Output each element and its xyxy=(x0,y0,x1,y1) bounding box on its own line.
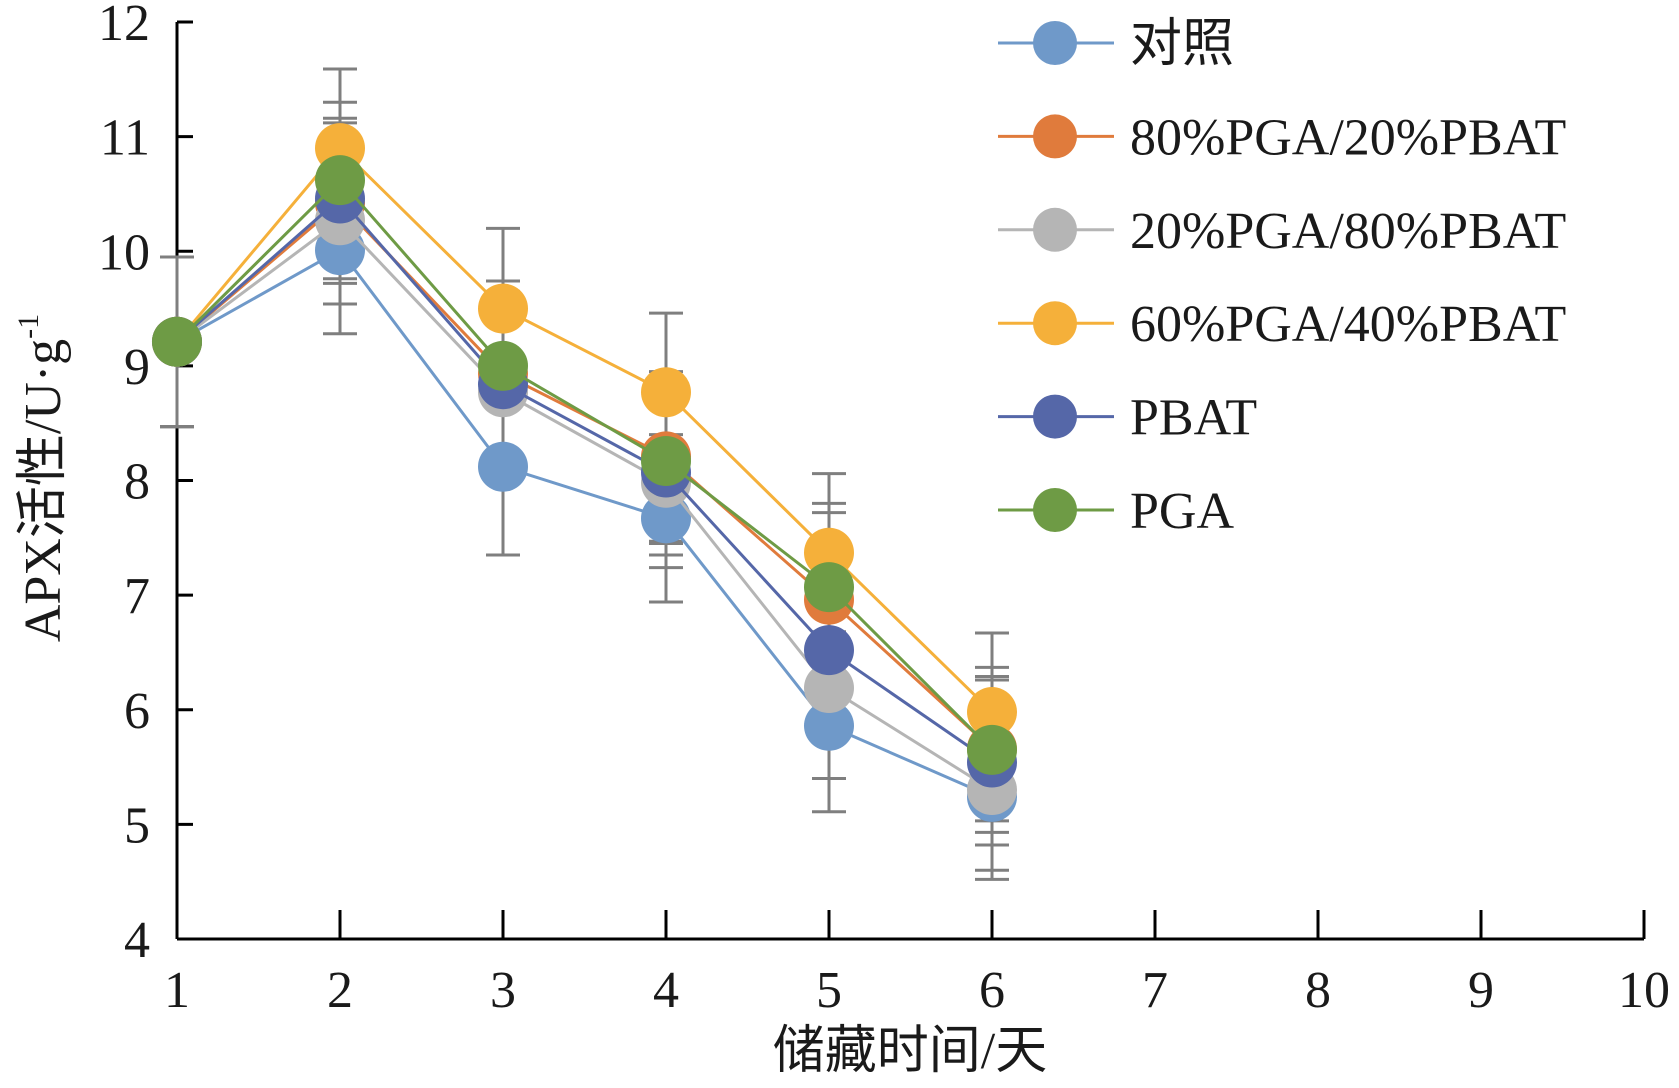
legend-marker-swatch xyxy=(1033,114,1077,159)
legend-marker-swatch xyxy=(1033,21,1077,65)
data-point-control xyxy=(641,493,691,544)
data-point-60pga-40pbat xyxy=(478,283,528,334)
x-tick-label: 7 xyxy=(1142,962,1168,1019)
legend-entry-80pga-20pbat: 80%PGA/20%PBAT xyxy=(998,109,1566,166)
y-tick-label: 4 xyxy=(124,912,150,969)
y-axis-label-main: APX活性/U·g xyxy=(15,339,72,642)
data-point-pga xyxy=(152,316,202,367)
x-tick-label: 10 xyxy=(1618,962,1670,1019)
x-tick-label: 1 xyxy=(164,962,190,1019)
legend-marker-swatch xyxy=(1033,488,1077,532)
y-tick-label: 11 xyxy=(100,110,150,167)
legend-label: PBAT xyxy=(1130,390,1257,447)
legend-entry-pbat: PBAT xyxy=(998,390,1257,447)
legend-label: 80%PGA/20%PBAT xyxy=(1130,109,1566,166)
data-series xyxy=(152,123,1017,822)
data-point-60pga-40pbat xyxy=(804,527,854,578)
data-point-pga xyxy=(478,340,528,391)
series-pga xyxy=(152,155,1017,775)
legend-entry-20pga-80pbat: 20%PGA/80%PBAT xyxy=(998,203,1566,260)
y-tick-label: 7 xyxy=(124,568,150,625)
y-tick-label: 9 xyxy=(124,339,150,396)
x-tick-label: 3 xyxy=(490,962,516,1019)
data-point-pga xyxy=(315,155,365,206)
x-axis-label: 储藏时间/天 xyxy=(773,1023,1047,1080)
y-tick-label: 6 xyxy=(124,683,150,740)
legend-label: PGA xyxy=(1130,483,1234,540)
legend-entry-60pga-40pbat: 60%PGA/40%PBAT xyxy=(998,296,1566,353)
data-point-control xyxy=(804,700,854,751)
data-point-pga xyxy=(641,436,691,487)
legend-entry-control: 对照 xyxy=(998,16,1234,73)
y-tick-label: 5 xyxy=(124,797,150,854)
x-tick-label: 2 xyxy=(327,962,353,1019)
series-line-pbat xyxy=(176,196,993,764)
x-tick-label: 9 xyxy=(1468,962,1494,1019)
series-line-80pga-20pbat xyxy=(176,201,994,750)
y-tick-label: 12 xyxy=(98,0,150,52)
x-tick-label: 6 xyxy=(979,962,1005,1019)
series-20pga-80pbat xyxy=(152,195,1017,815)
x-tick-label: 4 xyxy=(653,962,679,1019)
x-tick-label: 8 xyxy=(1305,962,1331,1019)
y-axis-label: APX活性/U·g-1 xyxy=(12,314,72,642)
data-point-60pga-40pbat xyxy=(641,367,691,418)
legend-entry-pga: PGA xyxy=(998,483,1234,540)
y-tick-label: 8 xyxy=(124,454,150,511)
legend-marker-swatch xyxy=(1033,301,1077,346)
data-point-pbat xyxy=(804,625,854,676)
series-line-pga xyxy=(175,177,994,751)
x-tick-label: 5 xyxy=(816,962,842,1019)
legend-label: 对照 xyxy=(1130,16,1234,73)
data-point-pga xyxy=(804,562,854,613)
series-line-control xyxy=(176,248,993,799)
legend-marker-swatch xyxy=(1033,394,1077,439)
series-line-60pga-40pbat xyxy=(175,145,994,714)
data-point-control xyxy=(478,441,528,492)
y-tick-label: 10 xyxy=(98,224,150,281)
series-80pga-20pbat xyxy=(152,178,1017,774)
y-axis-label-superscript: -1 xyxy=(12,314,45,339)
series-pbat xyxy=(152,173,1017,788)
legend-label: 20%PGA/80%PBAT xyxy=(1130,203,1566,260)
legend-label: 60%PGA/40%PBAT xyxy=(1130,296,1566,353)
data-point-20pga-80pbat xyxy=(804,662,854,713)
data-point-60pga-40pbat xyxy=(967,687,1017,738)
legend-marker-swatch xyxy=(1033,207,1077,252)
series-control xyxy=(152,225,1017,822)
data-point-pga xyxy=(967,724,1017,775)
series-line-20pga-80pbat xyxy=(176,218,993,792)
error-bars xyxy=(160,67,1009,881)
legend: 对照 80%PGA/20%PBAT 20%PGA/80%PBAT 60%PGA/40%… xyxy=(998,16,1566,540)
